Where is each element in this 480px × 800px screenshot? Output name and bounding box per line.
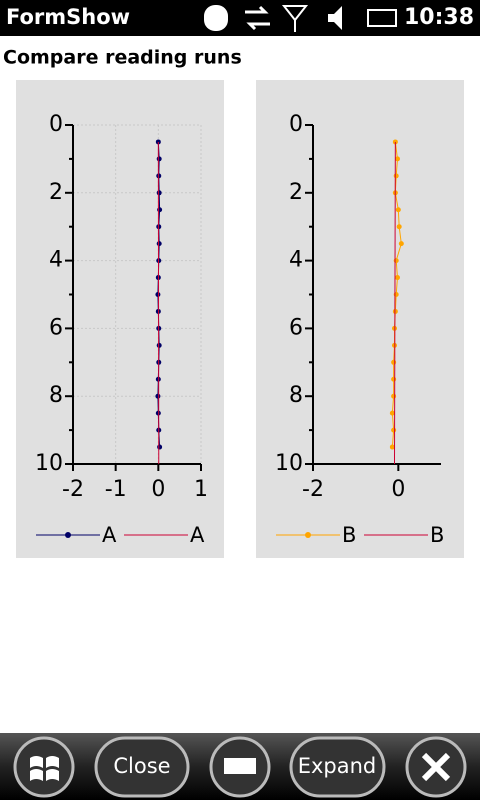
data-point <box>391 376 397 382</box>
y-tick-label: 6 <box>289 315 303 340</box>
y-tick-label: 8 <box>49 383 63 408</box>
data-point <box>393 258 399 264</box>
y-tick-label: 6 <box>49 315 63 340</box>
legend-label: B <box>430 523 444 547</box>
y-tick-label: 10 <box>275 451 303 476</box>
app-name: FormShow <box>6 5 130 29</box>
x-tick-label: 0 <box>151 477 165 502</box>
expand-button-bg <box>289 736 386 798</box>
windows-logo <box>30 756 59 781</box>
signal-icon <box>281 5 309 32</box>
dismiss-icon <box>421 752 451 782</box>
data-point <box>394 275 400 281</box>
y-tick-label: 8 <box>289 383 303 408</box>
data-point <box>156 156 162 162</box>
data-point <box>398 241 404 247</box>
legend-marker <box>65 532 71 538</box>
data-point <box>395 207 401 213</box>
data-point <box>391 427 397 433</box>
start-button-bg <box>13 736 75 798</box>
y-tick-label: 2 <box>289 180 303 205</box>
data-point <box>156 241 162 247</box>
expand-label: Expand <box>298 754 377 778</box>
data-point <box>391 359 397 365</box>
data-point <box>156 342 162 348</box>
data-point <box>393 173 399 179</box>
data-point <box>389 410 395 416</box>
start-button[interactable] <box>13 736 75 798</box>
page-title: Compare reading runs <box>3 47 242 69</box>
x-tick-label: -2 <box>62 477 84 502</box>
chart-panel <box>256 80 464 558</box>
series-line <box>393 141 396 465</box>
legend-marker <box>305 532 311 538</box>
keyboard-icon <box>224 758 256 774</box>
x-tick-label: -2 <box>302 477 324 502</box>
x-tick-label: -1 <box>105 477 127 502</box>
volume-icon <box>328 6 342 30</box>
legend-label: A <box>102 523 117 547</box>
y-tick-label: 10 <box>35 451 63 476</box>
y-tick-label: 4 <box>289 248 303 273</box>
close-button-bg <box>94 736 190 798</box>
data-point <box>157 444 163 450</box>
battery-icon <box>367 9 397 27</box>
data-point <box>394 156 400 162</box>
legend-label: B <box>342 523 356 547</box>
expand-button[interactable]: Expand <box>289 736 386 798</box>
data-point <box>396 224 402 230</box>
y-tick-label: 4 <box>49 248 63 273</box>
close-label: Close <box>113 754 170 778</box>
dismiss-button[interactable] <box>405 736 467 798</box>
data-point <box>389 444 395 450</box>
data-point <box>391 393 397 399</box>
data-point <box>155 393 161 399</box>
y-tick-label: 0 <box>289 112 303 137</box>
y-tick-label: 0 <box>49 112 63 137</box>
keyboard-button[interactable] <box>209 736 271 798</box>
data-point <box>157 207 163 213</box>
data-icon <box>245 5 270 31</box>
status-bar <box>0 0 480 36</box>
x-tick-label: 1 <box>194 477 208 502</box>
x-tick-label: 0 <box>391 477 405 502</box>
close-button[interactable]: Close <box>94 736 190 798</box>
chart-panel <box>16 80 224 558</box>
data-point <box>155 292 161 297</box>
clock: 10:38 <box>404 5 474 30</box>
legend-label: A <box>190 523 205 547</box>
bluetooth-icon <box>204 5 228 31</box>
y-tick-label: 2 <box>49 180 63 205</box>
status-icons <box>204 5 397 32</box>
data-point <box>156 190 162 196</box>
